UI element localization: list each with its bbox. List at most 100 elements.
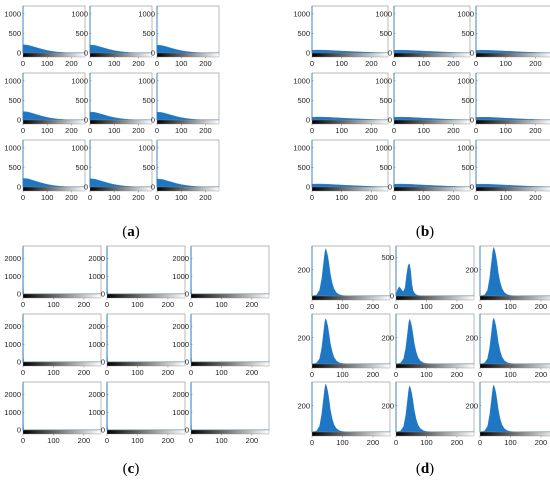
x-tick-label: 100 — [41, 126, 54, 135]
x-tick-label: 0 — [310, 193, 314, 202]
x-tick-label: 100 — [420, 438, 433, 447]
x-tick-label: 0 — [310, 302, 314, 311]
y-tick-label: 0 — [185, 426, 189, 435]
x-tick-label: 0 — [21, 126, 25, 135]
subplot-d-2: 0 100 200 0 500 — [381, 245, 475, 311]
x-tick-label: 100 — [504, 302, 517, 311]
y-tick-label: 200 — [465, 401, 478, 410]
y-tick-label: 1000 — [172, 272, 189, 281]
axes-frame — [22, 313, 102, 363]
x-tick-label: 0 — [21, 59, 25, 68]
y-tick-label: 0 — [101, 290, 105, 299]
x-tick-label: 200 — [367, 302, 380, 311]
svg-text:(a): (a) — [122, 224, 140, 240]
x-tick-label: 0 — [478, 438, 482, 447]
subplot-a-7: 0 100 200 0 500 1000 — [4, 139, 86, 202]
x-tick-label: 0 — [21, 368, 25, 377]
y-tick-label: 500 — [461, 96, 474, 105]
x-tick-label: 0 — [88, 59, 92, 68]
grayscale-bar — [311, 363, 391, 369]
caption-c-open: ( — [123, 461, 128, 477]
histogram-area — [395, 385, 474, 433]
y-tick-label: 500 — [142, 163, 155, 172]
y-tick-label: 500 — [75, 96, 88, 105]
y-tick-label: 1000 — [375, 9, 392, 18]
subplot-b-6: 0 100 200 0 500 1000 — [457, 72, 550, 135]
y-tick-label: 1000 — [71, 76, 88, 85]
x-tick-label: 200 — [199, 193, 212, 202]
x-tick-label: 0 — [310, 438, 314, 447]
grayscale-bar — [22, 293, 102, 299]
x-tick-label: 0 — [392, 59, 396, 68]
y-tick-label: 0 — [151, 116, 155, 125]
y-tick-label: 1000 — [138, 9, 155, 18]
y-tick-label: 500 — [8, 96, 21, 105]
x-tick-label: 100 — [47, 368, 60, 377]
axes-frame — [156, 139, 220, 188]
x-tick-label: 100 — [499, 126, 512, 135]
x-tick-label: 100 — [175, 193, 188, 202]
y-tick-label: 200 — [465, 265, 478, 274]
grayscale-bar — [311, 431, 391, 437]
y-tick-label: 0 — [306, 49, 310, 58]
grayscale-bar — [190, 361, 270, 367]
axes-frame — [311, 72, 389, 121]
y-tick-label: 0 — [17, 290, 21, 299]
x-tick-label: 200 — [246, 300, 259, 309]
x-tick-label: 0 — [189, 368, 193, 377]
subplot-a-8: 0 100 200 0 500 1000 — [71, 139, 153, 202]
x-tick-label: 0 — [21, 193, 25, 202]
x-tick-label: 100 — [215, 436, 228, 445]
x-tick-label: 200 — [535, 302, 548, 311]
grayscale-bar — [311, 52, 389, 58]
svg-text:(b): (b) — [416, 224, 434, 240]
x-tick-label: 100 — [131, 300, 144, 309]
y-tick-label: 1000 — [88, 408, 105, 417]
grayscale-bar — [22, 361, 102, 367]
x-tick-label: 100 — [41, 59, 54, 68]
grayscale-bar — [395, 295, 475, 301]
x-tick-label: 100 — [417, 59, 430, 68]
axes-frame — [190, 313, 270, 363]
y-tick-label: 0 — [388, 116, 392, 125]
x-tick-label: 200 — [365, 193, 378, 202]
y-tick-label: 500 — [75, 163, 88, 172]
y-tick-label: 1000 — [71, 9, 88, 18]
y-tick-label: 2000 — [88, 322, 105, 331]
caption-d: (d) — [416, 461, 434, 477]
x-tick-label: 0 — [21, 436, 25, 445]
x-tick-label: 200 — [447, 59, 460, 68]
grayscale-bar — [395, 363, 475, 369]
histogram-area — [479, 317, 550, 365]
axes-frame — [89, 5, 153, 54]
y-tick-label: 1000 — [4, 76, 21, 85]
x-tick-label: 200 — [65, 126, 78, 135]
grayscale-bar — [190, 293, 270, 299]
y-tick-label: 500 — [461, 163, 474, 172]
subplot-a-5: 0 100 200 0 500 1000 — [71, 72, 153, 135]
x-tick-label: 200 — [132, 59, 145, 68]
axes-frame — [22, 72, 86, 121]
y-tick-label: 1000 — [375, 76, 392, 85]
x-tick-label: 100 — [417, 193, 430, 202]
y-tick-label: 0 — [101, 426, 105, 435]
x-tick-label: 200 — [132, 126, 145, 135]
y-tick-label: 1000 — [4, 408, 21, 417]
caption-b-letter: b — [421, 224, 429, 240]
y-tick-label: 1000 — [138, 143, 155, 152]
x-tick-label: 100 — [131, 368, 144, 377]
y-tick-label: 0 — [306, 116, 310, 125]
x-tick-label: 0 — [189, 436, 193, 445]
x-tick-label: 200 — [78, 368, 91, 377]
subplot-b-7: 0 100 200 0 500 1000 — [293, 139, 389, 202]
y-tick-label: 0 — [84, 116, 88, 125]
x-tick-label: 200 — [246, 436, 259, 445]
x-tick-label: 100 — [108, 126, 121, 135]
x-tick-label: 100 — [215, 300, 228, 309]
histogram-area — [479, 384, 550, 433]
